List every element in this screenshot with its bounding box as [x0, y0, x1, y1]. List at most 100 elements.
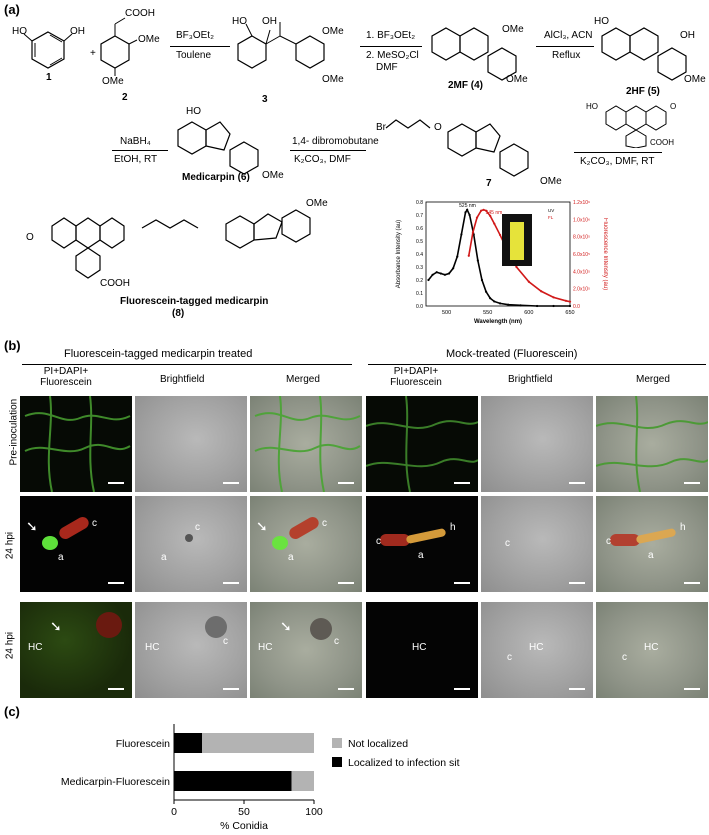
label-c: c [223, 636, 228, 647]
data-point-uv [489, 297, 492, 300]
y-tick-label: 0.1 [416, 291, 423, 297]
tile-r1-bright-mock [481, 396, 593, 492]
data-point-uv [456, 255, 459, 258]
reagent-4-bottom: EtOH, RT [114, 154, 158, 165]
data-point-fl [475, 216, 479, 219]
data-point-uv [535, 304, 539, 308]
data-point-uv [439, 272, 442, 275]
absorbance-fluorescence-chart: 0.0 0.1 0.2 0.3 0.4 0.5 0.6 0.7 0.8 0.0 2.0x10⁵ 4.0… [396, 200, 608, 325]
x-tick-label: 100 [305, 806, 323, 818]
label-c: c [92, 518, 97, 529]
tile-r3-bright-treated: HC c [135, 602, 247, 698]
y2-axis-label: Fluorescence Intensity (au) [602, 218, 608, 290]
scale-bar [684, 582, 700, 584]
scale-bar [108, 582, 124, 584]
y2-tick-label: 6.0x10⁵ [573, 252, 590, 258]
y-tick-label: 0.2 [416, 278, 423, 284]
c7-o: O [434, 122, 442, 133]
c5-ome: OMe [684, 74, 706, 85]
legend-entry: UV [548, 208, 554, 213]
c3-ome-top: OMe [322, 26, 344, 37]
panel-b-label: (b) [4, 338, 21, 353]
compound-6-structure [177, 121, 259, 175]
c7-ome: OMe [540, 176, 562, 187]
label-c: c [622, 652, 627, 663]
data-point-fl [564, 299, 567, 302]
col-bright-left: Brightfield [160, 374, 205, 385]
data-point-uv [466, 208, 469, 211]
conidium-dark [185, 534, 193, 542]
label-c: c [606, 536, 611, 547]
reaction-arrow-1 [170, 46, 230, 47]
hypha-orange [405, 527, 447, 545]
tile-r3-fluor-treated: HC ➘ [20, 602, 132, 698]
x-tick-label: 600 [524, 310, 533, 316]
data-point-fl [493, 222, 496, 225]
label-h: h [680, 522, 686, 533]
compound-2-structure [100, 17, 138, 76]
label-c: c [334, 636, 339, 647]
c3-ome-bottom: OMe [322, 74, 344, 85]
y2-tick-label: 1.0x10⁶ [573, 217, 590, 223]
scale-bar [684, 482, 700, 484]
fl-reagent-ho: HO [586, 102, 598, 111]
tile-r1-fluor-mock [366, 396, 478, 492]
tile-r3-bright-mock: c HC [481, 602, 593, 698]
plot-frame [425, 201, 571, 307]
group-right-underline [368, 364, 706, 365]
conidia-localization-bar-chart: Fluorescein Medicarpin-Fluorescein 0 50 100%… [61, 724, 460, 832]
scale-bar [223, 688, 239, 690]
label-c: c [505, 538, 510, 549]
conidium-green [42, 536, 58, 550]
tile-r2-merged-mock: c h a [596, 496, 708, 592]
plant-cell-outlines [596, 396, 708, 492]
data-point-fl [471, 231, 475, 234]
reagent-2-bottom: DMF [376, 62, 398, 73]
y-tick-label: 0.0 [416, 304, 423, 310]
hypha-orange [635, 527, 677, 545]
compound-1-structure [23, 31, 73, 69]
series-line-uv [427, 208, 570, 307]
x-tick-label: 50 [238, 806, 250, 818]
row-label-pre: Pre-inoculation [8, 398, 20, 466]
label-hc: HC [145, 642, 160, 653]
scale-bar [454, 688, 470, 690]
label-a: a [161, 552, 167, 563]
data-point-fl [482, 208, 485, 211]
label-a: a [648, 550, 654, 561]
compound-5-number: 2HF (5) [626, 86, 660, 97]
y-axis-label: Absorbance Intensity (au) [396, 220, 402, 288]
compound-3-number: 3 [262, 94, 268, 105]
legend-label: Localized to infection site [348, 757, 460, 769]
data-point-uv [452, 267, 455, 270]
tile-r1-merged-mock [596, 396, 708, 492]
category-label: Fluorescein [116, 738, 170, 750]
reagent-2-top: 1. BF₃OEt₂ [366, 30, 416, 41]
legend-label: Not localized [348, 738, 408, 750]
group-left-title: Fluorescein-tagged medicarpin treated [64, 348, 253, 360]
tile-r1-fluor-treated [20, 396, 132, 492]
y2-tick-label: 1.2x10⁶ [573, 200, 590, 206]
label-hc: HC [258, 642, 273, 653]
data-point-uv [476, 259, 479, 262]
reagent-1-bottom: Toulene [176, 50, 212, 61]
tile-r2-merged-treated: c a ➘ [250, 496, 362, 592]
c5-ho: HO [594, 16, 609, 27]
data-point-fl [489, 214, 492, 217]
label-c: c [195, 522, 200, 533]
reaction-arrow-6 [574, 152, 662, 153]
y-tick-label: 0.4 [416, 252, 423, 258]
data-point-fl [540, 290, 543, 293]
x-axis-label: % Conidia [220, 820, 268, 832]
scale-bar [569, 688, 585, 690]
reagent-1-top: BF₃OEt₂ [176, 30, 214, 41]
data-point-uv [480, 278, 484, 282]
compound-8-structure [51, 209, 311, 279]
data-point-uv [507, 303, 510, 306]
cuvette-fluorescence [510, 222, 524, 260]
bar-not-localized [291, 771, 314, 791]
reagent-3-bottom: Reflux [552, 50, 581, 61]
c7-br: Br [376, 122, 386, 133]
fluorescein-reagent-structure [605, 105, 667, 148]
tile-r2-bright-mock: c [481, 496, 593, 592]
